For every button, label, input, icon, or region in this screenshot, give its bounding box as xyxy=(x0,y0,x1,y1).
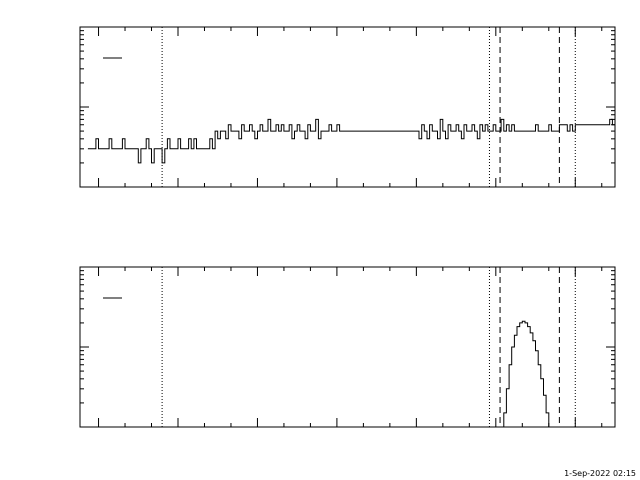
chart-panel-hi xyxy=(79,266,616,428)
plot-frame-lo xyxy=(79,26,616,188)
data-series-line-lo xyxy=(87,118,615,164)
chart-panel-lo xyxy=(79,26,616,188)
plot-frame-hi xyxy=(79,266,616,428)
footer-timestamp: 1-Sep-2022 02:15 xyxy=(564,469,636,478)
data-series-line-hi xyxy=(501,320,552,427)
